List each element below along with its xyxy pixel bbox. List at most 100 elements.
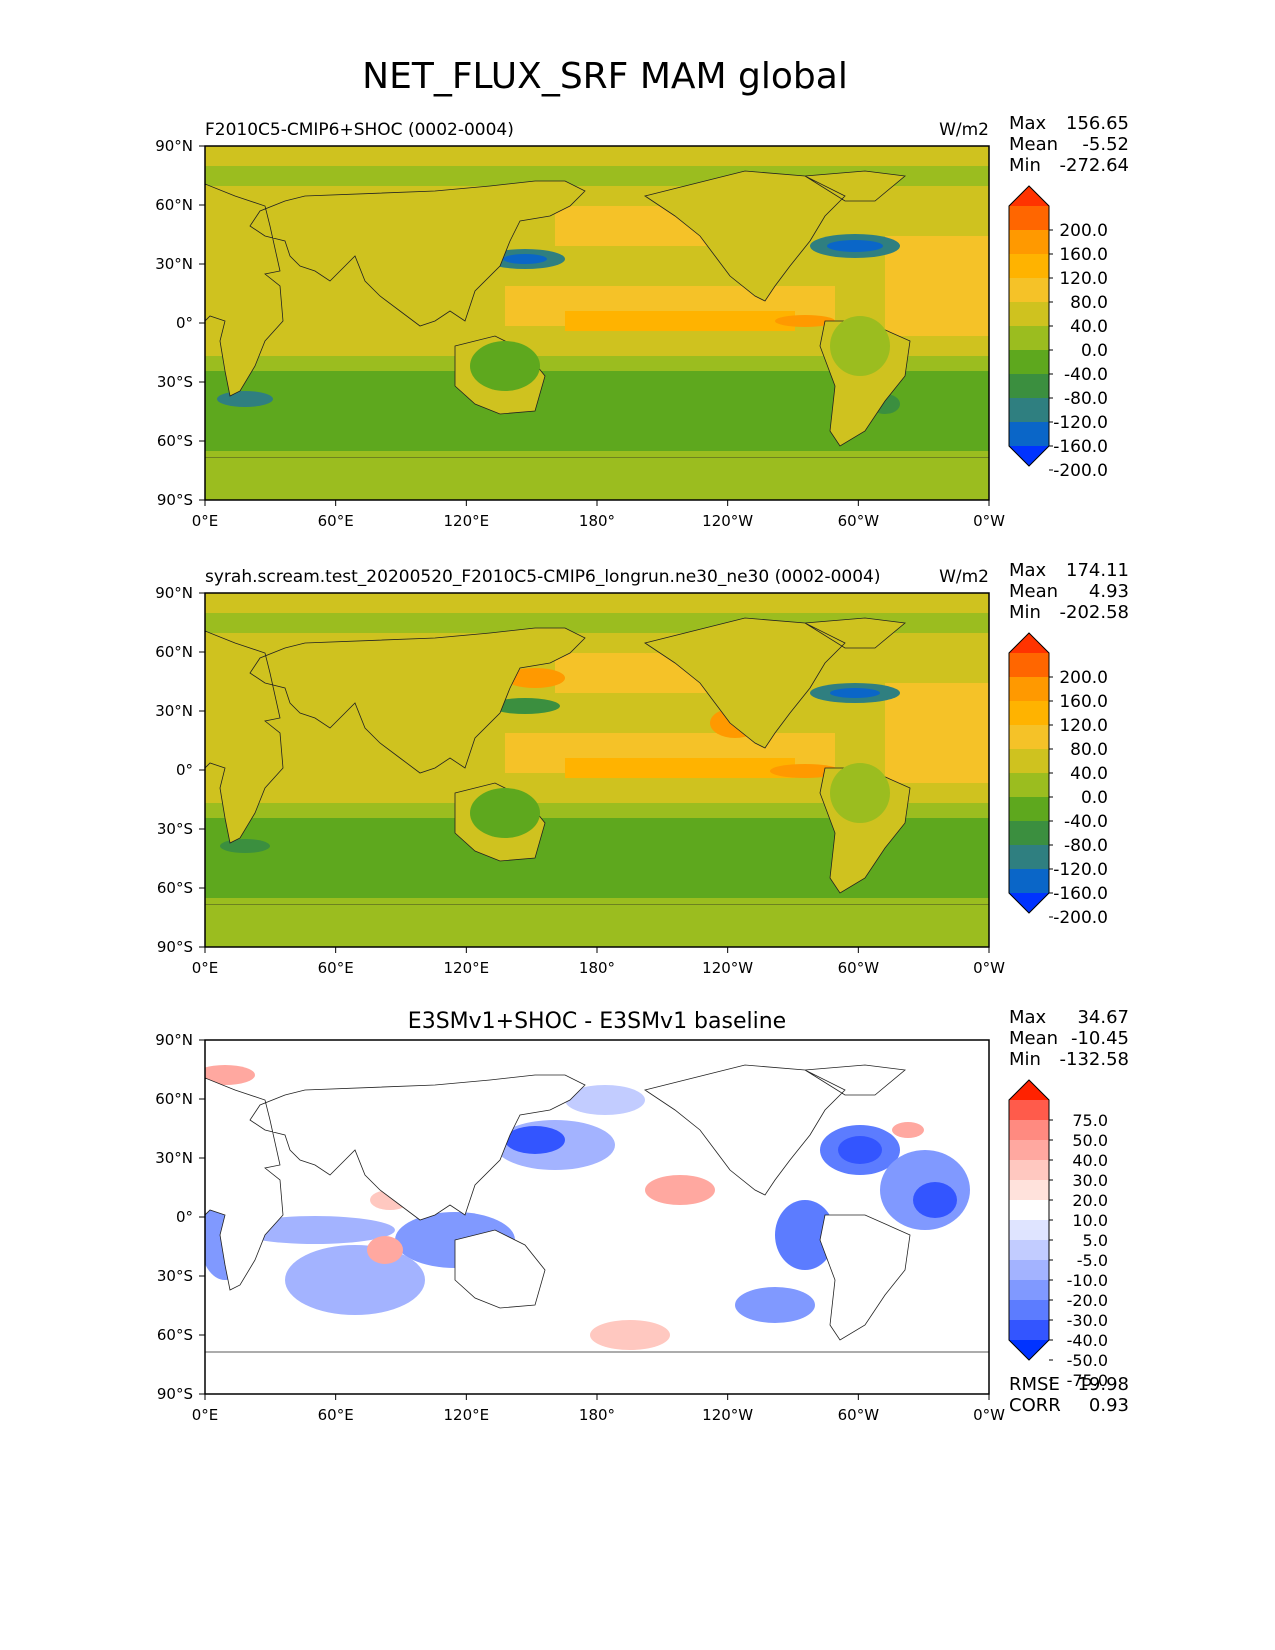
colorbar-segment <box>1009 374 1049 399</box>
colorbar: 75.050.040.030.020.010.05.0-5.0-10.0-20.… <box>1008 1079 1108 1390</box>
y-tick-label: 90°S <box>157 938 193 956</box>
colorbar-tick-label: 30.0 <box>1072 1171 1108 1190</box>
contour-blob <box>775 315 835 327</box>
x-tick-label: 120°W <box>702 512 753 530</box>
colorbar-segment <box>1009 1240 1049 1261</box>
colorbar-tick-label: 0.0 <box>1081 788 1108 808</box>
contour-band <box>205 905 989 947</box>
x-tick-label: 60°E <box>318 512 354 530</box>
contour-band <box>885 683 989 783</box>
colorbar-tick-label: -120.0 <box>1053 860 1108 880</box>
stat-value-max: 174.11 <box>1066 560 1129 581</box>
colorbar-tick-label: -40.0 <box>1067 1331 1108 1350</box>
colorbar-segment <box>1009 206 1049 231</box>
contour-blob <box>217 391 273 407</box>
colorbar-tick-label: -160.0 <box>1053 884 1108 904</box>
contour-blob <box>838 1136 882 1164</box>
x-tick-label: 60°E <box>318 959 354 977</box>
contour-band <box>565 758 795 778</box>
colorbar-tick-label: 80.0 <box>1070 293 1108 313</box>
metric-value-rmse: 19.98 <box>1077 1374 1129 1395</box>
colorbar-tick-label: -80.0 <box>1064 389 1108 409</box>
colorbar-segment <box>1009 653 1049 678</box>
x-tick-label: 60°W <box>838 959 880 977</box>
colorbar-tick-label: 120.0 <box>1059 716 1108 736</box>
y-tick-label: 0° <box>176 761 193 779</box>
colorbar-segment <box>1009 869 1049 894</box>
colorbar-tick-label: -20.0 <box>1067 1291 1108 1310</box>
x-tick-label: 120°W <box>702 1406 753 1424</box>
contour-blob <box>565 1085 645 1115</box>
colorbar-extend-top <box>1009 1080 1049 1100</box>
colorbar-segment <box>1009 1120 1049 1141</box>
contour-blob <box>590 1320 670 1350</box>
colorbar-tick-label: -5.0 <box>1077 1251 1108 1270</box>
x-tick-label: 180° <box>579 1406 615 1424</box>
y-tick-label: 30°N <box>155 702 193 720</box>
map-panel-2: syrah.scream.test_20200520_F2010C5-CMIP6… <box>155 560 1129 977</box>
colorbar-extend-top <box>1009 186 1049 206</box>
colorbar-extend-top <box>1009 633 1049 653</box>
colorbar-segment <box>1009 701 1049 726</box>
contour-blob <box>770 764 840 778</box>
y-tick-label: 30°S <box>157 1267 193 1285</box>
contour-blob <box>505 1126 565 1154</box>
colorbar-tick-label: 40.0 <box>1072 1151 1108 1170</box>
colorbar-tick-label: -160.0 <box>1053 437 1108 457</box>
stat-label-max: Max <box>1009 113 1047 134</box>
stat-label-min: Min <box>1009 1049 1041 1070</box>
contour-band <box>565 311 795 331</box>
y-tick-label: 30°S <box>157 373 193 391</box>
stat-value-mean: -5.52 <box>1082 134 1129 155</box>
x-tick-label: 120°E <box>444 959 490 977</box>
colorbar-segment <box>1009 1300 1049 1321</box>
contour-blob <box>505 668 565 688</box>
map-field <box>205 593 989 947</box>
contour-blob <box>470 341 540 391</box>
x-tick-label: 0°W <box>973 1406 1005 1424</box>
stat-value-min: -272.64 <box>1060 155 1129 176</box>
colorbar-tick-label: 5.0 <box>1083 1231 1108 1250</box>
y-tick-label: 90°N <box>155 584 193 602</box>
y-tick-label: 30°S <box>157 820 193 838</box>
contour-blob <box>645 1175 715 1205</box>
colorbar-segment <box>1009 350 1049 375</box>
colorbar-segment <box>1009 845 1049 870</box>
y-tick-label: 30°N <box>155 255 193 273</box>
y-tick-label: 60°N <box>155 1090 193 1108</box>
contour-blob <box>830 763 890 823</box>
colorbar-tick-label: 200.0 <box>1059 668 1108 688</box>
stat-label-min: Min <box>1009 602 1041 623</box>
contour-blob <box>892 1122 924 1138</box>
x-tick-label: 0°E <box>192 959 219 977</box>
colorbar-segment <box>1009 821 1049 846</box>
colorbar-tick-label: 50.0 <box>1072 1131 1108 1150</box>
colorbar-tick-label: -75.0 <box>1067 1371 1108 1390</box>
colorbar-segment <box>1009 1220 1049 1241</box>
x-tick-label: 60°E <box>318 1406 354 1424</box>
colorbar-segment <box>1009 1280 1049 1301</box>
contour-band <box>885 236 989 336</box>
stat-value-mean: -10.45 <box>1071 1028 1129 1049</box>
colorbar-segment <box>1009 1140 1049 1161</box>
colorbar-tick-label: 40.0 <box>1070 317 1108 337</box>
contour-blob <box>220 839 270 853</box>
map-panel-3: E3SMv1+SHOC - E3SMv1 baseline 0°E 60°E 120°… <box>155 1007 1129 1424</box>
colorbar-segment <box>1009 278 1049 303</box>
y-tick-label: 60°S <box>157 1326 193 1344</box>
x-tick-label: 0°W <box>973 959 1005 977</box>
contour-blob <box>830 688 880 698</box>
contour-band <box>205 458 989 500</box>
panel-units: W/m2 <box>939 120 989 140</box>
contour-blob <box>735 1287 815 1323</box>
colorbar-segment <box>1009 773 1049 798</box>
x-tick-label: 180° <box>579 512 615 530</box>
colorbar-extend-bottom <box>1009 1340 1049 1360</box>
colorbar-segment <box>1009 1200 1049 1221</box>
contour-blob <box>827 240 883 252</box>
y-tick-label: 30°N <box>155 1149 193 1167</box>
colorbar-segment <box>1009 1180 1049 1201</box>
colorbar-tick-label: -30.0 <box>1067 1311 1108 1330</box>
colorbar-tick-label: -200.0 <box>1053 461 1108 481</box>
